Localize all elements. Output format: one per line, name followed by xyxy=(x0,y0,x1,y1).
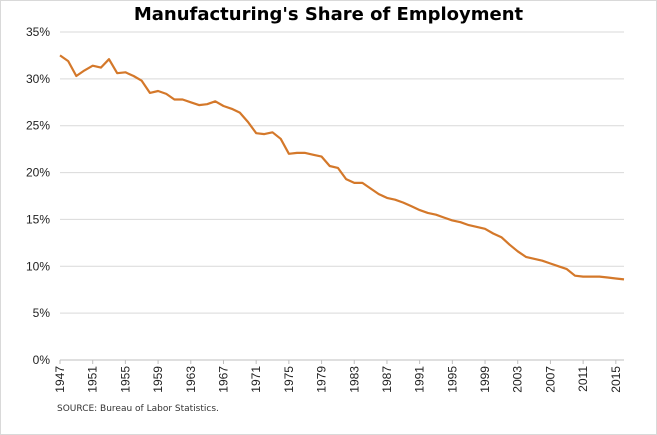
y-tick-label: 35% xyxy=(26,25,50,39)
x-axis-ticks: 1947 1951 1955 1959 1963 1967 1971 1975 1979 1983… xyxy=(53,360,623,393)
x-tick-label: 1951 xyxy=(86,366,100,393)
x-tick-label: 2003 xyxy=(511,366,525,393)
x-tick-label: 1963 xyxy=(184,366,198,393)
y-tick-label: 25% xyxy=(26,119,50,133)
y-tick-label: 20% xyxy=(26,166,50,180)
x-tick-label: 1959 xyxy=(151,366,165,393)
y-tick-label: 15% xyxy=(26,212,50,226)
y-tick-label: 30% xyxy=(26,72,50,86)
x-tick-label: 1987 xyxy=(380,366,394,393)
x-tick-label: 1983 xyxy=(347,366,361,393)
y-tick-label: 0% xyxy=(33,353,51,367)
x-tick-label: 2007 xyxy=(543,366,557,393)
x-tick-label: 1999 xyxy=(478,366,492,393)
x-tick-label: 1975 xyxy=(282,366,296,393)
x-tick-label: 1967 xyxy=(216,366,230,393)
x-tick-label: 1995 xyxy=(445,366,459,393)
x-tick-label: 1971 xyxy=(249,366,263,393)
gridlines xyxy=(60,31,624,361)
x-tick-label: 1979 xyxy=(315,366,329,393)
chart-title: Manufacturing's Share of Employment xyxy=(133,4,524,25)
x-tick-label: 1991 xyxy=(413,366,427,393)
series-layer xyxy=(59,54,625,281)
x-tick-label: 1947 xyxy=(53,366,67,393)
y-axis-ticks: 0% 5% 10% 15% 20% 25% 30% 35% xyxy=(26,25,50,367)
x-tick-label: 2015 xyxy=(609,366,623,393)
y-tick-label: 5% xyxy=(33,306,51,320)
series-line-manufacturing-share xyxy=(59,54,625,281)
x-tick-label: 1955 xyxy=(118,366,132,393)
source-note: SOURCE: Bureau of Labor Statistics. xyxy=(57,404,219,414)
x-tick-label: 2011 xyxy=(576,366,590,392)
y-tick-label: 10% xyxy=(26,259,50,273)
